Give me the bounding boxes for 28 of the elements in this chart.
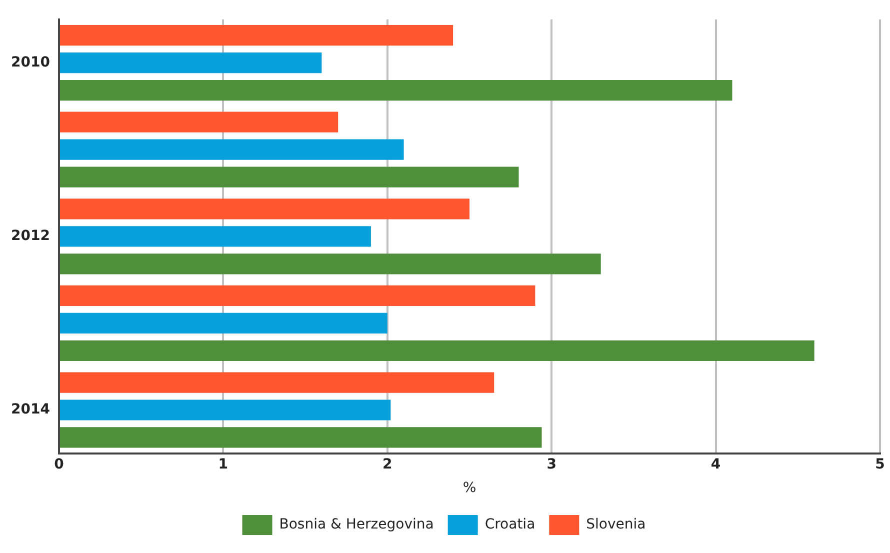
x-axis-title: % — [462, 480, 476, 496]
bar — [60, 112, 338, 132]
bar — [60, 285, 536, 306]
bar — [60, 80, 732, 101]
bar — [60, 400, 391, 420]
y-tick-label: 2014 — [10, 402, 50, 418]
bar — [60, 254, 601, 274]
bar — [60, 139, 404, 160]
bar — [60, 52, 322, 74]
x-tick-label: 4 — [710, 456, 721, 472]
bar — [60, 340, 814, 361]
legend-label: Slovenia — [586, 516, 646, 533]
bar — [60, 25, 454, 46]
bar — [60, 166, 519, 188]
x-tick-label: 0 — [54, 456, 64, 472]
bar — [60, 226, 371, 247]
x-tick-label: 3 — [546, 456, 556, 472]
bar — [60, 198, 470, 220]
x-tick-label: 5 — [875, 456, 885, 472]
y-tick-label: 2010 — [10, 54, 50, 70]
bar — [60, 427, 542, 448]
bar — [60, 312, 388, 334]
x-tick-label: 1 — [218, 456, 228, 472]
x-tick-label: 2 — [382, 456, 392, 472]
y-tick-label: 2012 — [10, 228, 50, 244]
legend-label: Bosnia & Herzegovina — [279, 516, 434, 533]
legend-label: Croatia — [484, 516, 536, 533]
bar — [60, 372, 494, 393]
